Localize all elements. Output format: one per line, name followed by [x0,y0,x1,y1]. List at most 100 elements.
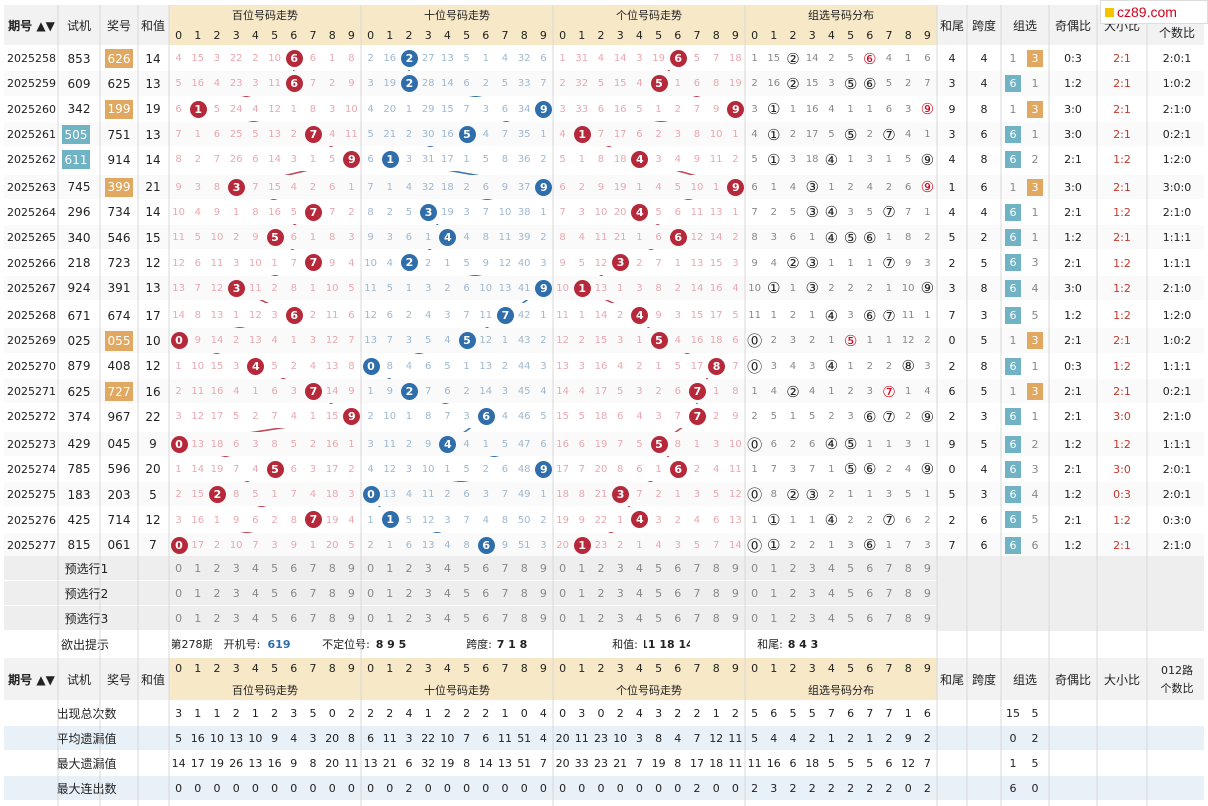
presel-digit[interactable]: 7 [885,561,893,575]
presel-digit[interactable]: 8 [904,611,912,625]
presel-digit[interactable]: 1 [578,586,586,600]
presel-digit[interactable]: 0 [559,561,567,575]
presel-digit[interactable]: 6 [482,611,490,625]
presel-digit[interactable]: 2 [213,586,221,600]
presel-digit[interactable]: 6 [866,561,874,575]
presel-digit[interactable]: 3 [808,586,816,600]
presel-digit[interactable]: 1 [386,586,394,600]
presel-digit[interactable]: 6 [482,586,490,600]
presel-digit[interactable]: 9 [923,561,931,575]
presel-digit[interactable]: 5 [271,586,279,600]
presel-digit[interactable]: 9 [731,561,739,575]
presel-digit[interactable]: 8 [712,611,720,625]
presel-digit[interactable]: 3 [232,561,240,575]
presel-digit[interactable]: 7 [309,611,317,625]
presel-digit[interactable]: 4 [827,611,835,625]
presel-digit[interactable]: 8 [520,561,528,575]
presel-digit[interactable]: 4 [635,611,643,625]
presel-digit[interactable]: 1 [194,586,202,600]
presel-digit[interactable]: 7 [501,586,509,600]
presel-digit[interactable]: 5 [655,611,663,625]
presel-digit[interactable]: 0 [175,611,183,625]
presel-digit[interactable]: 0 [367,586,375,600]
presel-digit[interactable]: 8 [328,586,336,600]
presel-digit[interactable]: 5 [655,561,663,575]
presel-digit[interactable]: 3 [808,561,816,575]
presel-digit[interactable]: 0 [367,561,375,575]
presel-digit[interactable]: 5 [655,586,663,600]
presel-digit[interactable]: 3 [616,611,624,625]
presel-digit[interactable]: 9 [539,611,547,625]
presel-digit[interactable]: 5 [271,561,279,575]
presel-digit[interactable]: 1 [194,611,202,625]
presel-digit[interactable]: 2 [789,561,797,575]
presel-digit[interactable]: 7 [309,586,317,600]
presel-digit[interactable]: 2 [213,561,221,575]
presel-digit[interactable]: 0 [559,611,567,625]
presel-digit[interactable]: 4 [827,586,835,600]
presel-digit[interactable]: 7 [501,561,509,575]
footer-period-header[interactable]: 期号 ▲▼ [8,672,55,687]
presel-digit[interactable]: 8 [520,611,528,625]
presel-digit[interactable]: 2 [405,586,413,600]
period-header[interactable]: 期号 ▲▼ [8,18,55,33]
presel-digit[interactable]: 1 [386,561,394,575]
presel-digit[interactable]: 1 [578,561,586,575]
presel-digit[interactable]: 0 [367,611,375,625]
presel-digit[interactable]: 4 [635,561,643,575]
presel-digit[interactable]: 7 [501,611,509,625]
presel-digit[interactable]: 5 [463,561,471,575]
presel-digit[interactable]: 2 [597,611,605,625]
presel-digit[interactable]: 4 [443,611,451,625]
presel-digit[interactable]: 3 [424,561,432,575]
presel-digit[interactable]: 4 [443,586,451,600]
presel-digit[interactable]: 1 [578,611,586,625]
presel-digit[interactable]: 0 [559,586,567,600]
presel-digit[interactable]: 2 [597,586,605,600]
presel-digit[interactable]: 3 [232,586,240,600]
presel-digit[interactable]: 4 [251,611,259,625]
presel-digit[interactable]: 9 [731,611,739,625]
presel-digit[interactable]: 6 [482,561,490,575]
presel-digit[interactable]: 8 [712,561,720,575]
presel-digit[interactable]: 7 [885,586,893,600]
presel-digit[interactable]: 3 [424,611,432,625]
presel-digit[interactable]: 2 [789,586,797,600]
presel-digit[interactable]: 3 [616,561,624,575]
presel-digit[interactable]: 5 [847,561,855,575]
presel-digit[interactable]: 0 [751,586,759,600]
presel-digit[interactable]: 9 [347,586,355,600]
presel-digit[interactable]: 5 [847,611,855,625]
presel-digit[interactable]: 1 [770,561,778,575]
presel-digit[interactable]: 4 [251,586,259,600]
presel-digit[interactable]: 2 [213,611,221,625]
presel-digit[interactable]: 7 [885,611,893,625]
presel-digit[interactable]: 7 [693,561,701,575]
presel-digit[interactable]: 8 [712,586,720,600]
presel-digit[interactable]: 8 [328,561,336,575]
presel-digit[interactable]: 6 [866,586,874,600]
presel-digit[interactable]: 4 [635,586,643,600]
presel-digit[interactable]: 3 [232,611,240,625]
presel-digit[interactable]: 1 [770,611,778,625]
presel-digit[interactable]: 1 [194,561,202,575]
presel-digit[interactable]: 4 [443,561,451,575]
presel-digit[interactable]: 0 [751,561,759,575]
presel-digit[interactable]: 3 [424,586,432,600]
presel-digit[interactable]: 2 [789,611,797,625]
presel-digit[interactable]: 9 [923,611,931,625]
presel-digit[interactable]: 5 [271,611,279,625]
presel-digit[interactable]: 6 [290,586,298,600]
site-logo[interactable]: cz89.com [1100,0,1208,24]
presel-digit[interactable]: 9 [539,586,547,600]
presel-digit[interactable]: 7 [693,586,701,600]
presel-digit[interactable]: 9 [731,586,739,600]
presel-digit[interactable]: 9 [539,561,547,575]
presel-digit[interactable]: 0 [751,611,759,625]
presel-digit[interactable]: 6 [290,611,298,625]
presel-digit[interactable]: 6 [674,586,682,600]
presel-digit[interactable]: 5 [847,586,855,600]
presel-digit[interactable]: 8 [328,611,336,625]
presel-digit[interactable]: 0 [175,586,183,600]
presel-digit[interactable]: 2 [597,561,605,575]
